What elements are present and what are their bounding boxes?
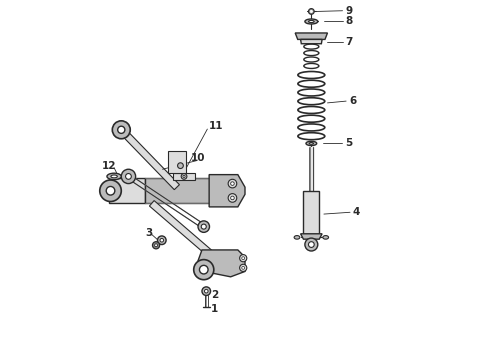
Circle shape <box>231 196 234 200</box>
Ellipse shape <box>107 173 122 180</box>
Circle shape <box>155 244 157 247</box>
Polygon shape <box>145 178 216 203</box>
Text: 12: 12 <box>101 161 116 171</box>
Ellipse shape <box>309 21 314 23</box>
Circle shape <box>177 163 183 168</box>
Circle shape <box>309 242 314 247</box>
Circle shape <box>194 260 214 280</box>
Text: 1: 1 <box>211 304 218 314</box>
Ellipse shape <box>309 143 314 144</box>
Circle shape <box>100 180 122 202</box>
Circle shape <box>122 169 136 184</box>
Text: 6: 6 <box>349 96 356 106</box>
Circle shape <box>240 255 247 262</box>
Circle shape <box>152 242 160 249</box>
Polygon shape <box>119 127 179 190</box>
Text: 5: 5 <box>344 139 352 148</box>
Circle shape <box>204 289 208 293</box>
Circle shape <box>106 186 115 195</box>
Text: 10: 10 <box>191 153 206 163</box>
Circle shape <box>309 9 314 14</box>
Circle shape <box>112 121 130 139</box>
Polygon shape <box>168 151 186 173</box>
Circle shape <box>199 265 208 274</box>
Polygon shape <box>295 33 327 40</box>
Polygon shape <box>300 40 322 44</box>
Text: 7: 7 <box>345 37 353 47</box>
Polygon shape <box>173 173 195 180</box>
Circle shape <box>242 257 245 260</box>
Polygon shape <box>109 178 145 203</box>
Text: 8: 8 <box>345 17 353 27</box>
Circle shape <box>125 174 131 179</box>
Ellipse shape <box>294 235 300 239</box>
Circle shape <box>201 224 206 229</box>
Circle shape <box>240 264 247 271</box>
Text: 11: 11 <box>209 121 223 131</box>
Polygon shape <box>195 250 245 277</box>
Circle shape <box>183 175 185 177</box>
Circle shape <box>228 194 237 202</box>
Text: 4: 4 <box>353 207 360 217</box>
Circle shape <box>310 10 313 13</box>
Polygon shape <box>300 234 322 239</box>
Circle shape <box>160 238 164 242</box>
Text: 9: 9 <box>345 6 352 16</box>
Circle shape <box>198 221 210 232</box>
Circle shape <box>181 174 187 179</box>
Circle shape <box>305 238 318 251</box>
Ellipse shape <box>306 141 317 145</box>
Ellipse shape <box>305 19 318 24</box>
Ellipse shape <box>111 175 117 178</box>
Circle shape <box>157 236 166 244</box>
Circle shape <box>242 266 245 269</box>
Polygon shape <box>303 191 319 234</box>
Circle shape <box>118 126 125 134</box>
Circle shape <box>231 182 234 185</box>
Text: 2: 2 <box>211 290 218 300</box>
Text: 3: 3 <box>146 228 152 238</box>
Circle shape <box>228 179 237 188</box>
Polygon shape <box>209 175 245 207</box>
Ellipse shape <box>323 235 329 239</box>
Circle shape <box>202 287 211 296</box>
Polygon shape <box>149 201 219 262</box>
